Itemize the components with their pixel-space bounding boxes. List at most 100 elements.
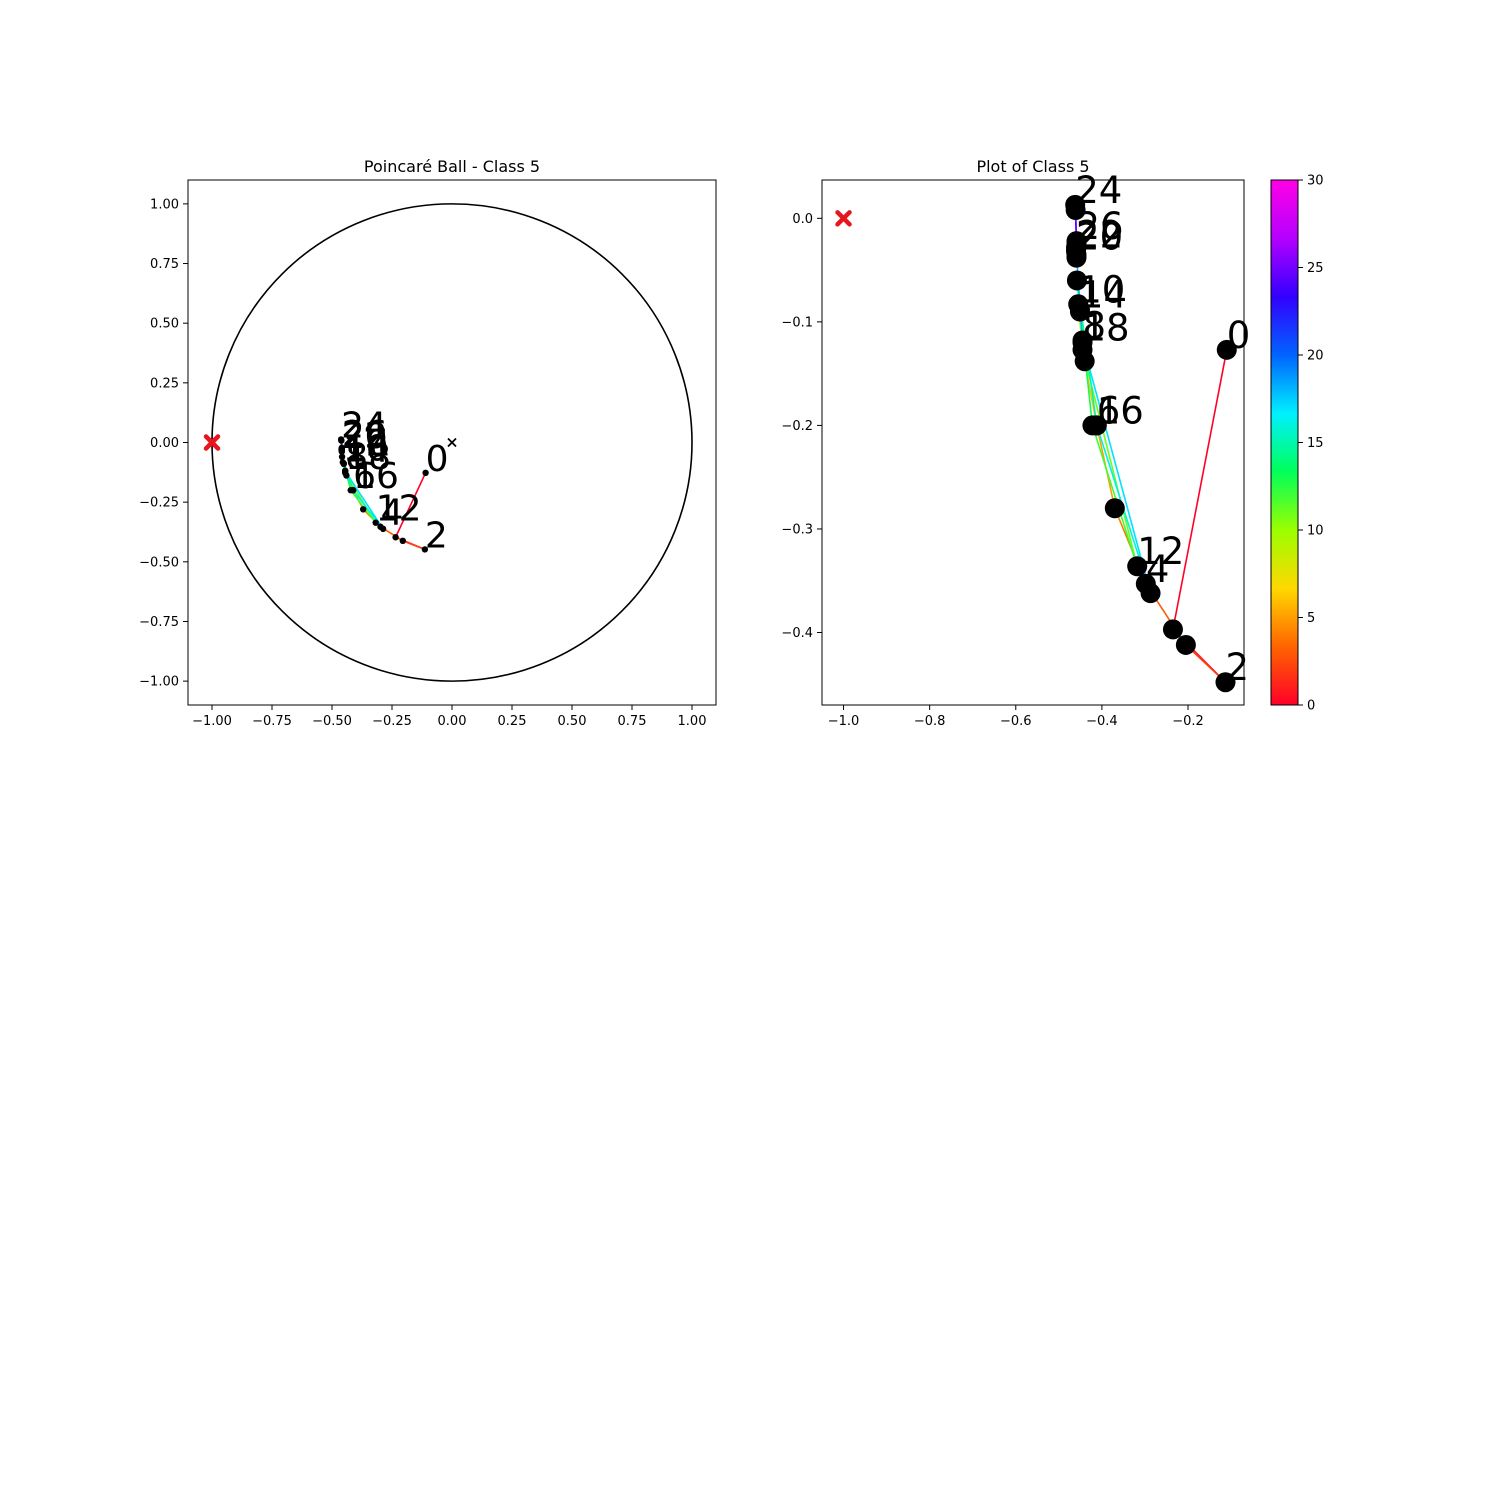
point-label: 6 [353, 456, 376, 497]
x-tick-label: 1.00 [678, 714, 707, 729]
origin-marker [447, 437, 457, 448]
point-label: 4 [1146, 548, 1170, 591]
y-tick-label: −0.25 [139, 496, 179, 511]
class-plot-axes-frame [821, 179, 1245, 706]
y-tick-label: −1.00 [139, 675, 179, 690]
y-tick-label: 0.50 [150, 317, 179, 332]
point-label: 20 [342, 416, 388, 457]
y-tick-label: 0.75 [150, 257, 179, 272]
trajectory-point [342, 467, 349, 475]
trajectory-point [338, 453, 346, 461]
trajectory-point [1086, 415, 1107, 436]
point-label: 18 [1083, 307, 1130, 350]
trajectory-point [379, 525, 387, 533]
colorbar-tick-label: 5 [1307, 611, 1315, 626]
point-label: 2 [425, 515, 448, 556]
point-label: 4 [380, 493, 403, 534]
trajectory-point [421, 546, 429, 553]
x-tick-label: −0.2 [1172, 714, 1204, 729]
point-label: 8 [1083, 305, 1107, 348]
target-marker-stroke [835, 210, 852, 227]
trajectory-segment [1172, 349, 1228, 630]
point-label: 8 [345, 437, 368, 478]
trajectory-point [349, 487, 357, 494]
point-label: 16 [353, 456, 399, 497]
x-tick-label: 0.00 [438, 714, 467, 729]
y-tick-label: 0.25 [150, 376, 179, 391]
trajectory-point [1066, 237, 1087, 258]
colorbar-ticks: 0 5 10 15 20 25 30 [1298, 174, 1324, 714]
trajectory-point [1162, 619, 1183, 640]
colorbar-tick-label: 20 [1307, 349, 1324, 364]
point-label: 18 [345, 437, 391, 478]
point-label: 26 [1076, 205, 1123, 248]
colorbar-tick-label: 25 [1307, 261, 1324, 276]
trajectory-point [1072, 332, 1093, 353]
trajectory-point [1066, 270, 1087, 291]
target-x-marker [203, 434, 221, 451]
point-label: 14 [344, 430, 390, 471]
y-tick-label: 0.0 [792, 212, 813, 227]
point-label: 24 [1075, 169, 1122, 212]
point-label: 14 [1080, 273, 1127, 316]
x-tick-label: −0.6 [1000, 714, 1032, 729]
colorbar: 0 5 10 15 20 25 30 [1270, 174, 1324, 714]
trajectory-point [1140, 583, 1161, 604]
class-plot-panel: Plot of Class 5 02468101214161820222426 … [781, 157, 1250, 729]
class-plot-y-ticks: 0.0 −0.1 −0.2 −0.3 −0.4 [781, 212, 822, 641]
point-label: 22 [342, 416, 388, 457]
x-tick-label: 0.25 [498, 714, 527, 729]
origin-marker-stroke [447, 437, 457, 448]
trajectory-point [1215, 672, 1236, 693]
point-label: 16 [1097, 389, 1144, 432]
x-tick-label: −0.25 [372, 714, 412, 729]
point-label: 12 [376, 489, 422, 530]
y-tick-label: −0.3 [781, 522, 813, 537]
poincare-ball-title: Poincaré Ball - Class 5 [364, 157, 540, 176]
trajectory-point [1175, 634, 1196, 655]
trajectory-point [422, 469, 429, 477]
point-label: 22 [1076, 213, 1123, 256]
trajectory-point [1104, 498, 1125, 519]
y-tick-label: −0.1 [781, 315, 813, 330]
x-tick-label: −0.75 [252, 714, 292, 729]
point-label: 6 [1097, 389, 1121, 432]
trajectory-point [399, 537, 406, 545]
trajectory-point [392, 534, 399, 541]
y-tick-label: −0.75 [139, 615, 179, 630]
trajectory-point [372, 519, 379, 526]
colorbar-tick-label: 15 [1307, 436, 1324, 451]
trajectory-point [360, 506, 367, 513]
point-label: 0 [1227, 314, 1251, 357]
target-marker-stroke [203, 434, 221, 451]
poincare-y-ticks: −1.00 −0.75 −0.50 −0.25 0.00 0.25 0.50 0.75 1.00 [139, 197, 188, 690]
x-tick-label: −0.4 [1086, 714, 1118, 729]
target-x-marker [835, 210, 852, 227]
trajectory-point [1216, 339, 1237, 360]
x-tick-label: −1.0 [828, 714, 860, 729]
trajectory-point [1065, 200, 1086, 221]
trajectory-point [338, 445, 345, 453]
class-plot-title: Plot of Class 5 [976, 157, 1089, 176]
class-plot-x-ticks: −1.0 −0.8 −0.6 −0.4 −0.2 [828, 705, 1204, 729]
point-label: 10 [1078, 268, 1125, 311]
trajectory-segment [344, 470, 384, 530]
y-tick-label: −0.2 [781, 419, 813, 434]
colorbar-gradient [1270, 179, 1299, 706]
point-label: 20 [1076, 215, 1123, 258]
x-tick-label: −0.50 [312, 714, 352, 729]
x-tick-label: 0.50 [558, 714, 587, 729]
point-label: 10 [343, 428, 389, 469]
y-tick-label: −0.50 [139, 555, 179, 570]
trajectory-segment [402, 540, 426, 551]
point-label: 0 [426, 439, 449, 480]
trajectory-point [338, 437, 345, 444]
poincare-x-ticks: −1.00 −0.75 −0.50 −0.25 0.00 0.25 0.50 0.75 1.00 [192, 705, 706, 729]
x-tick-label: −1.00 [192, 714, 232, 729]
colorbar-tick-label: 30 [1307, 174, 1324, 189]
point-label: 12 [1137, 530, 1184, 573]
y-tick-label: 1.00 [150, 197, 179, 212]
